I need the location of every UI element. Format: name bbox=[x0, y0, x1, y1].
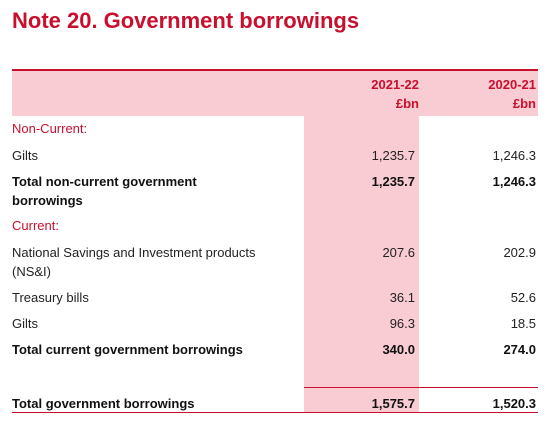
row-label-total-non-current-line1: Total non-current government bbox=[12, 174, 197, 189]
value-treasury-bills-2021-22: 36.1 bbox=[389, 290, 415, 305]
row-label-gilts-non-current: Gilts bbox=[12, 148, 38, 163]
value-total-current-2021-22: 340.0 bbox=[382, 342, 415, 357]
column-header-2020-21-unit: £bn bbox=[512, 96, 536, 111]
value-total-non-current-2021-22: 1,235.7 bbox=[371, 174, 415, 189]
row-label-nsi-line1: National Savings and Investment products bbox=[12, 245, 256, 260]
value-nsi-2021-22: 207.6 bbox=[382, 245, 415, 260]
value-gilts-non-current-2020-21: 1,246.3 bbox=[492, 148, 536, 163]
current-year-column-highlight bbox=[304, 116, 419, 413]
column-header-2021-22-unit: £bn bbox=[395, 96, 419, 111]
row-label-treasury-bills: Treasury bills bbox=[12, 290, 89, 305]
value-total-2021-22: 1,575.7 bbox=[371, 396, 415, 411]
note-number: Note 20. bbox=[12, 8, 98, 33]
value-gilts-current-2020-21: 18.5 bbox=[510, 316, 536, 331]
row-label-nsi-line2: (NS&I) bbox=[12, 264, 51, 279]
row-label-total-non-current-line2: borrowings bbox=[12, 193, 83, 208]
value-total-non-current-2020-21: 1,246.3 bbox=[492, 174, 536, 189]
section-label-non-current: Non-Current: bbox=[12, 121, 88, 136]
row-label-total-current: Total current government borrowings bbox=[12, 342, 243, 357]
value-treasury-bills-2020-21: 52.6 bbox=[510, 290, 536, 305]
value-gilts-current-2021-22: 96.3 bbox=[389, 316, 415, 331]
page-title: Note 20. Government borrowings bbox=[12, 8, 359, 34]
column-header-2020-21-year: 2020-21 bbox=[488, 77, 536, 92]
column-header-2021-22-year: 2021-22 bbox=[371, 77, 419, 92]
value-gilts-non-current-2021-22: 1,235.7 bbox=[371, 148, 415, 163]
note-title: Government borrowings bbox=[103, 8, 360, 33]
row-label-total-government-borrowings: Total government borrowings bbox=[12, 396, 195, 411]
table-bottom-rule bbox=[12, 412, 538, 413]
value-nsi-2020-21: 202.9 bbox=[503, 245, 536, 260]
table-top-rule bbox=[12, 69, 538, 71]
total-divider bbox=[304, 387, 538, 388]
value-total-current-2020-21: 274.0 bbox=[503, 342, 536, 357]
value-total-2020-21: 1,520.3 bbox=[492, 396, 536, 411]
section-label-current: Current: bbox=[12, 218, 59, 233]
row-label-gilts-current: Gilts bbox=[12, 316, 38, 331]
table-header-band bbox=[12, 71, 538, 116]
